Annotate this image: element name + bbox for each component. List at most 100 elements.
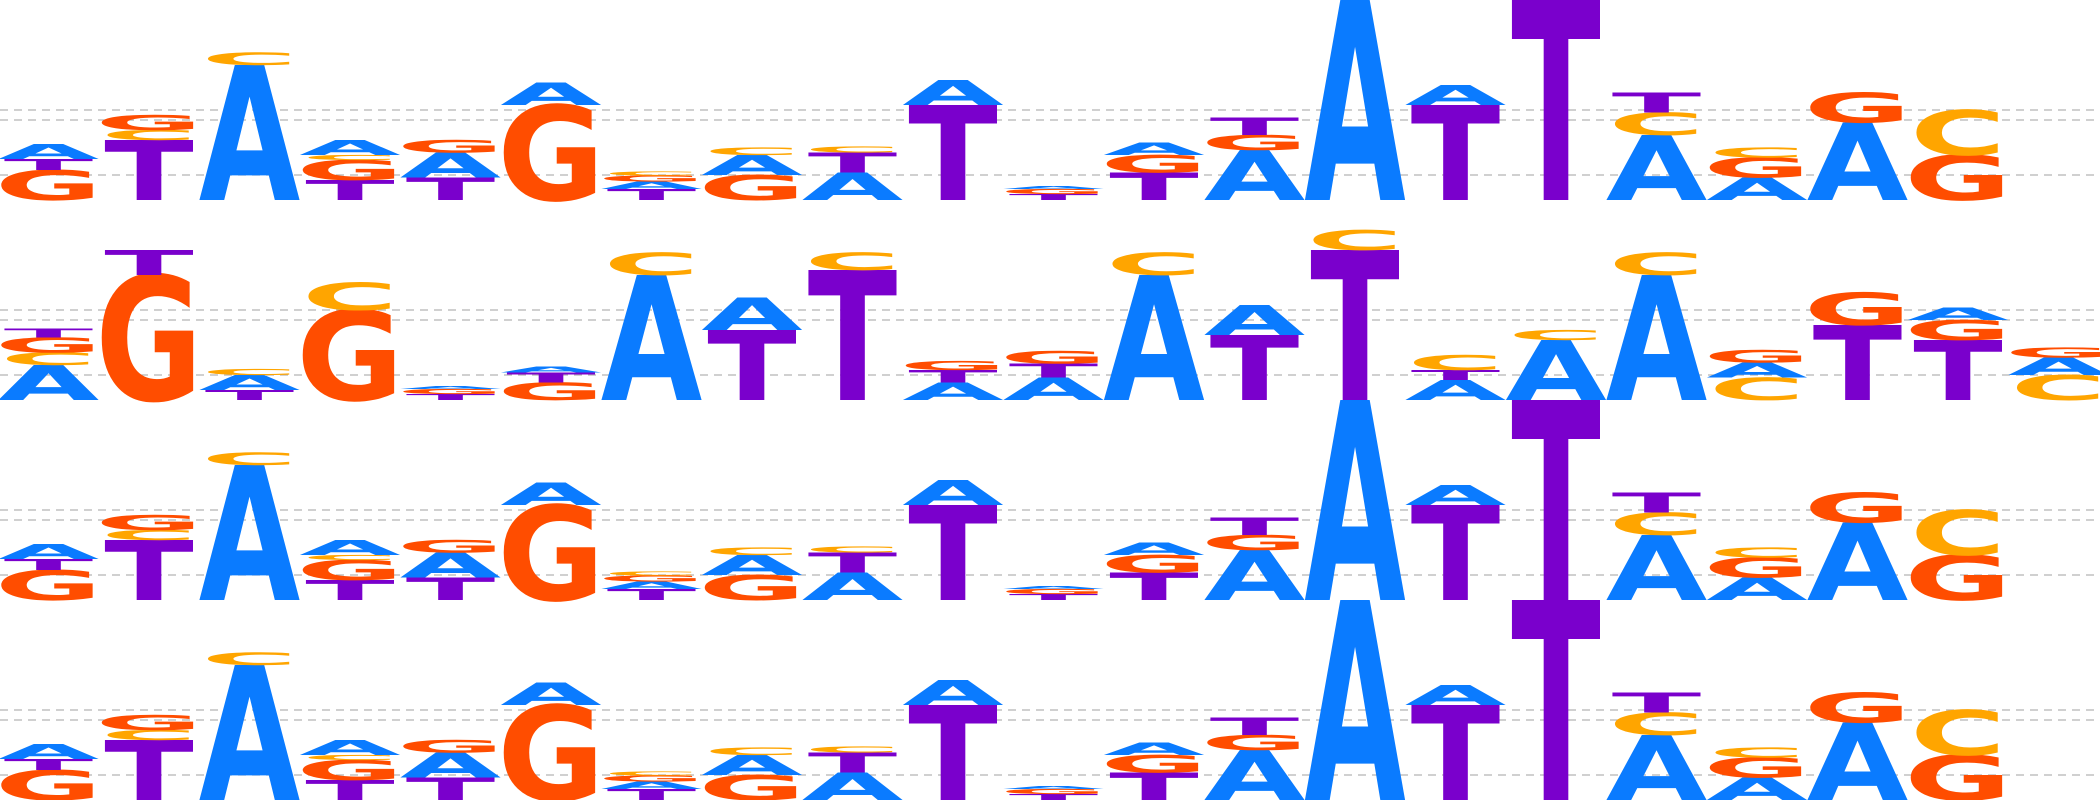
logo-letter-g: G (1804, 684, 1912, 732)
logo-letter-c: C (1508, 327, 1604, 343)
logo-letter-c: C (1910, 498, 2006, 570)
logo-letter-g: G (1000, 348, 1108, 368)
logo-letter-a: A (902, 73, 1003, 113)
logo-letter-g: G (1804, 284, 1912, 336)
logo-letter-a: A (1706, 772, 1808, 800)
logo-letter-g: G (1000, 188, 1108, 196)
logo-letter-g: G (1100, 551, 1208, 579)
logo-letter-a: A (1405, 80, 1506, 112)
logo-letter-g: G (0, 162, 102, 210)
logo-letter-c: C (804, 248, 900, 276)
logo-letter-g: G (397, 537, 505, 557)
logo-letter-g: G (497, 479, 605, 631)
logo-letter-t: T (1009, 592, 1098, 602)
logo-letter-g: G (397, 388, 505, 396)
logo-letter-a: A (400, 546, 501, 586)
logo-letter-a: A (1304, 345, 1405, 665)
logo-letter-a: A (701, 750, 802, 782)
logo-letter-a: A (1103, 739, 1204, 759)
logo-letter-a: A (500, 365, 602, 375)
logo-letter-a: A (701, 550, 802, 582)
logo-letter-c: C (2010, 368, 2100, 408)
logo-letter-c: C (1106, 247, 1202, 283)
logo-letter-g: G (1904, 315, 2012, 347)
logo-letter-t: T (1210, 513, 1299, 541)
logo-letter-t: T (1511, 345, 1600, 665)
logo-letter-c: C (0, 349, 96, 369)
logo-letter-a: A (1907, 304, 2008, 324)
logo-letter-t: T (707, 311, 796, 423)
logo-letter-a: A (400, 746, 501, 786)
logo-letter-c: C (302, 754, 398, 762)
logo-letter-g: G (0, 334, 102, 358)
logo-letter-c: C (704, 545, 800, 557)
logo-letter-a: A (1204, 136, 1305, 216)
logo-letter-c: C (302, 554, 398, 562)
logo-letter-a: A (299, 536, 401, 560)
logo-letter-g: G (1201, 531, 1309, 555)
logo-letter-c: C (1407, 351, 1503, 375)
logo-letter-g: G (1000, 788, 1108, 796)
logo-letter-t: T (607, 586, 697, 604)
logo-letter-t: T (205, 387, 295, 403)
logo-letter-a: A (1505, 323, 1607, 419)
logo-letter-t: T (1009, 360, 1099, 382)
logo-letter-g: G (1000, 588, 1108, 596)
logo-letter-c: C (302, 275, 398, 319)
logo-letter-g: G (698, 168, 806, 208)
logo-letter-g: G (598, 574, 706, 584)
logo-letter-g: G (598, 774, 706, 784)
logo-letter-a: A (601, 179, 703, 191)
logo-letter-t: T (1310, 209, 1399, 449)
logo-letter-c: C (1608, 507, 1704, 543)
logo-letter-a: A (1807, 502, 1908, 626)
logo-letter-a: A (500, 677, 602, 713)
logo-letter-a: A (601, 240, 702, 440)
logo-letter-g: G (899, 359, 1007, 373)
logo-letter-a: A (1103, 539, 1204, 559)
logo-letter-a: A (2008, 353, 2100, 381)
logo-letter-t: T (4, 326, 93, 340)
logo-letter-a: A (701, 289, 803, 341)
logo-letter-g: G (1100, 151, 1208, 179)
logo-letter-a: A (1003, 585, 1105, 590)
logo-letter-a: A (802, 165, 904, 209)
logo-letter-c: C (1709, 745, 1805, 761)
logo-letter-a: A (1405, 480, 1506, 512)
logo-letter-t: T (406, 392, 495, 402)
logo-letter-g: G (1904, 543, 2012, 615)
logo-letter-t: T (808, 547, 898, 579)
logo-letter-t: T (808, 147, 898, 179)
logo-letter-g: G (497, 79, 605, 231)
logo-letter-a: A (1304, 0, 1405, 265)
logo-letter-a: A (1103, 240, 1204, 440)
logo-letter-c: C (201, 649, 297, 669)
logo-letter-g: G (2005, 345, 2100, 361)
logo-letter-a: A (500, 77, 602, 113)
logo-letter-t: T (1813, 305, 1902, 425)
logo-letter-a: A (1103, 139, 1204, 159)
logo-letter-t: T (1511, 545, 1600, 800)
logo-letter-a: A (400, 146, 501, 186)
logo-letter-t: T (1109, 165, 1199, 209)
logo-letter-g: G (397, 737, 505, 757)
logo-letter-a: A (1606, 718, 1708, 800)
logo-letter-a: A (1807, 102, 1908, 226)
logo-letter-t: T (1009, 792, 1098, 800)
logo-letter-t: T (104, 243, 193, 283)
logo-letter-t: T (4, 556, 94, 574)
logo-letter-a: A (1706, 359, 1808, 383)
logo-letter-a: A (199, 28, 300, 244)
logo-letter-a: A (1405, 680, 1506, 712)
logo-letter-g: G (1904, 743, 2012, 800)
logo-letter-t: T (1109, 565, 1199, 609)
logo-letter-c: C (1910, 98, 2006, 170)
logo-letter-g: G (0, 762, 102, 800)
logo-letter-t: T (4, 756, 94, 774)
logo-letter-g: G (1703, 752, 1811, 784)
logo-letter-c: C (101, 527, 197, 543)
logo-letter-t: T (1210, 113, 1299, 141)
logo-letter-t: T (305, 775, 395, 800)
